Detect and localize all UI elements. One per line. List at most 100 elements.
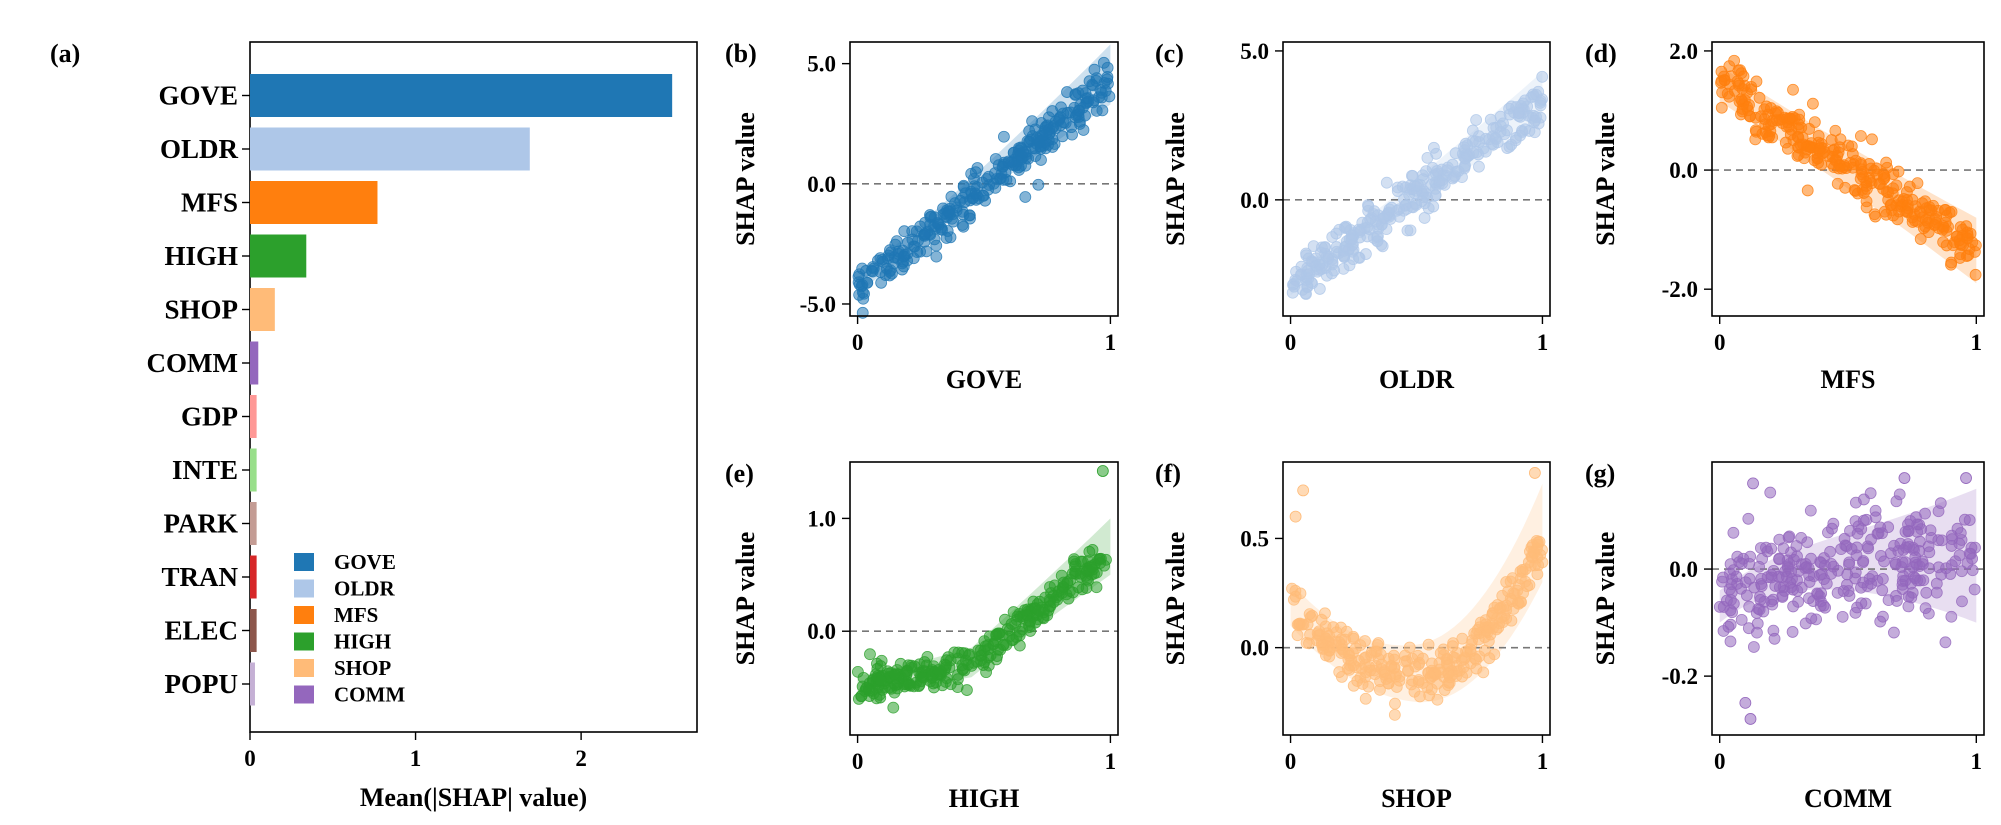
data-point [1953, 234, 1966, 247]
data-point [1391, 185, 1404, 197]
data-point [1077, 124, 1090, 136]
plot-frame [1282, 41, 1551, 317]
data-point [1787, 134, 1800, 147]
plot-frame [249, 41, 698, 733]
data-point [999, 613, 1011, 626]
data-point [1740, 589, 1753, 602]
y-axis-label: SHAP value [1161, 532, 1190, 666]
data-point [958, 196, 971, 209]
data-point [1889, 556, 1902, 569]
data-point [1899, 525, 1912, 538]
data-point [1303, 268, 1316, 280]
data-point [1939, 204, 1952, 216]
data-point [1824, 545, 1836, 558]
data-point [1318, 241, 1331, 254]
y-tick-label: -2.0 [1662, 277, 1698, 302]
data-point [1834, 133, 1847, 146]
data-point [1960, 472, 1972, 484]
x-tick-label: 1 [1105, 330, 1117, 355]
data-point [1933, 222, 1945, 235]
data-point [1369, 215, 1382, 228]
data-point [1431, 677, 1444, 690]
data-point [883, 265, 896, 278]
chart-c: (c) 0 1 5.0 0.0 OLDR SHAP value [1155, 39, 1551, 394]
data-point [1713, 601, 1726, 613]
data-point [852, 665, 864, 678]
data-point [1783, 112, 1796, 125]
data-point [1409, 660, 1422, 673]
data-point [1055, 101, 1067, 114]
data-point [1874, 521, 1887, 534]
y-tick-label: 1.0 [807, 506, 836, 531]
data-point [1315, 613, 1328, 626]
x-tick-label: 0 [1714, 330, 1726, 355]
data-point [1917, 558, 1929, 571]
data-point [1360, 666, 1372, 679]
x-tick-label: 0 [1285, 749, 1297, 774]
data-point [995, 168, 1008, 180]
legend-swatch [294, 685, 314, 704]
data-point [1002, 155, 1015, 168]
data-point [977, 189, 990, 202]
data-point [874, 660, 887, 672]
data-point [1532, 536, 1544, 549]
data-point [1792, 595, 1805, 608]
y-tick-label: 0.0 [1669, 557, 1698, 582]
data-point [1431, 165, 1443, 177]
data-point [1969, 268, 1982, 281]
data-point [1076, 84, 1089, 97]
data-point [1816, 147, 1829, 160]
data-point [930, 250, 943, 263]
data-point [1764, 486, 1777, 499]
data-point [1743, 557, 1756, 570]
data-point [1965, 541, 1978, 554]
data-point [1507, 602, 1520, 615]
data-point [1791, 584, 1804, 597]
legend-label: HIGH [334, 630, 391, 654]
data-point [1742, 512, 1755, 525]
data-point [892, 245, 905, 258]
data-point [1966, 552, 1979, 565]
plot-frame [849, 461, 1119, 736]
bar-shop [250, 288, 275, 331]
legend-swatch [294, 632, 314, 651]
bar-mfs [250, 181, 378, 224]
data-point [1372, 230, 1384, 243]
x-tick-label: 1 [1971, 330, 1983, 355]
data-point [1042, 138, 1054, 151]
data-point [1470, 114, 1483, 126]
data-point [945, 190, 958, 203]
data-point [1099, 84, 1112, 97]
panel-label: (a) [50, 39, 80, 68]
data-point [1388, 708, 1401, 721]
data-point [1923, 546, 1936, 559]
x-axis-label: OLDR [1379, 365, 1454, 394]
data-point [1429, 189, 1442, 202]
panel-label: (f) [1155, 459, 1181, 488]
data-point [1291, 618, 1304, 631]
data-point [1839, 181, 1852, 194]
y-tick-label: -5.0 [800, 292, 836, 317]
chart-f: (f) 0 1 0.5 0.0 SHOP SHAP value [1155, 459, 1551, 813]
data-point [1806, 97, 1819, 110]
data-point [1773, 552, 1786, 565]
data-point [1851, 527, 1864, 540]
data-point [1503, 108, 1516, 121]
data-point [1782, 562, 1794, 574]
data-point [1391, 204, 1403, 217]
data-point [1483, 652, 1496, 665]
data-point [1519, 94, 1531, 107]
data-point [1909, 572, 1922, 585]
data-point [1813, 590, 1826, 603]
data-point [1041, 119, 1054, 132]
bar-park [250, 502, 257, 545]
data-point [1456, 670, 1469, 683]
data-point [1903, 540, 1916, 553]
data-point [1032, 178, 1045, 191]
data-point [1456, 632, 1469, 645]
data-point [1888, 626, 1900, 639]
x-axis-label: GOVE [946, 365, 1023, 394]
data-point [872, 254, 884, 267]
bar-popu [250, 662, 255, 706]
x-tick-label: 0 [852, 749, 864, 774]
